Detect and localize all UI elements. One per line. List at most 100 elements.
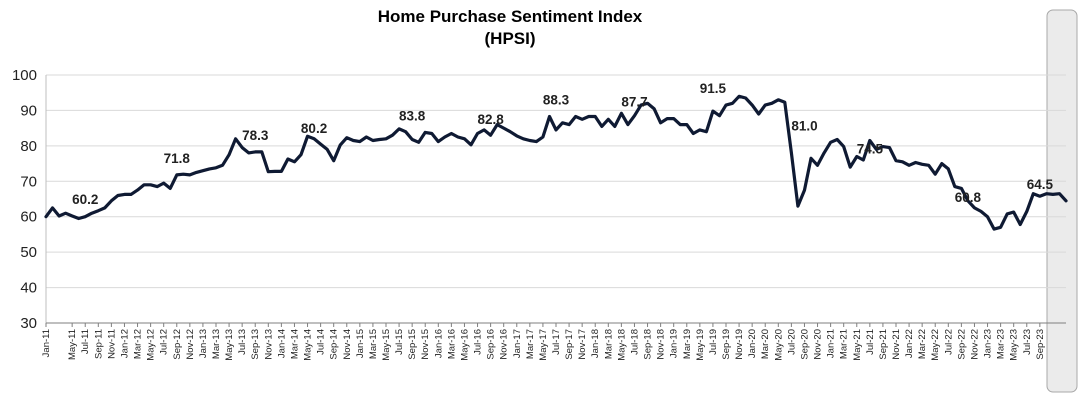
x-tick-label: Jan-19: [669, 329, 680, 358]
x-tick-label: Mar-16: [446, 329, 457, 359]
x-tick-label: Sep-11: [93, 329, 104, 359]
x-tick-label: Jul-23: [1022, 329, 1033, 355]
y-tick-label: 90: [20, 102, 37, 119]
x-tick-label: Nov-17: [577, 329, 588, 360]
y-tick-label: 70: [20, 173, 37, 190]
data-label: 74.5: [857, 141, 884, 156]
x-tick-label: May-14: [303, 329, 314, 361]
scroll-panel[interactable]: [1046, 9, 1078, 393]
x-tick-label: May-19: [695, 329, 706, 361]
gridlines: [46, 74, 1066, 324]
data-label: 78.3: [242, 128, 269, 143]
x-tick-label: Sep-12: [172, 329, 183, 360]
x-tick-label: Mar-17: [525, 329, 536, 359]
x-tick-label: Sep-15: [407, 329, 418, 360]
x-tick-label: Nov-16: [499, 329, 510, 360]
x-tick-label: Jul-19: [708, 329, 719, 355]
x-tick-label: Sep-21: [878, 329, 889, 360]
chart-subtitle: (HPSI): [485, 29, 536, 48]
y-tick-label: 80: [20, 138, 37, 155]
x-tick-label: May-16: [459, 329, 470, 361]
x-tick-label: May-22: [930, 329, 941, 361]
x-tick-label: Sep-19: [721, 329, 732, 360]
y-tick-label: 40: [20, 280, 37, 297]
x-tick-label: Sep-13: [250, 329, 261, 360]
x-tick-label: Mar-13: [211, 329, 222, 359]
x-tick-label: Nov-11: [106, 329, 117, 359]
x-tick-label: Nov-19: [734, 329, 745, 360]
x-tick-label: Jul-12: [159, 329, 170, 355]
x-tick-label: Mar-12: [133, 329, 144, 359]
data-label: 83.8: [399, 108, 426, 123]
x-tick-label: May-21: [852, 329, 863, 361]
x-tick-label: Jul-21: [865, 329, 876, 355]
x-tick-label: Mar-19: [682, 329, 693, 359]
x-tick-label: Mar-20: [760, 329, 771, 359]
data-label: 60.2: [72, 192, 98, 207]
x-tick-label: Jan-23: [983, 329, 994, 358]
data-label: 60.8: [955, 190, 982, 205]
x-tick-label: Nov-18: [656, 329, 667, 360]
x-tick-label: Mar-18: [603, 329, 614, 359]
x-tick-label: Jul-14: [316, 329, 327, 355]
x-tick-label: Nov-15: [420, 329, 431, 360]
series-group: [44, 94, 1068, 231]
x-tick-label: Jan-21: [826, 329, 837, 358]
x-tick-label: Mar-23: [996, 329, 1007, 359]
data-label: 81.0: [791, 118, 817, 133]
x-tick-label: Sep-17: [564, 329, 575, 360]
x-tick-label: Sep-18: [643, 329, 654, 360]
x-tick-label: Jan-18: [590, 329, 601, 358]
x-tick-label: May-23: [1009, 329, 1020, 361]
x-tick-label: Nov-20: [813, 329, 824, 360]
x-tick-label: Jul-13: [237, 329, 248, 355]
data-label: 71.8: [164, 151, 191, 166]
x-axis: Jan-11 May-11 Jul-11 Sep-11 Nov-11 Jan-12 Mar-…: [41, 322, 1066, 361]
hpsi-series-line: [44, 94, 1068, 231]
x-tick-label: Jan-16: [433, 329, 444, 358]
data-label: 64.5: [1027, 177, 1054, 192]
data-label: 91.5: [700, 81, 727, 96]
x-tick-label: Jul-16: [473, 329, 484, 355]
x-tick-label: Jul-18: [629, 329, 640, 355]
x-tick-label: Jan-12: [119, 329, 130, 358]
chart-title: Home Purchase Sentiment Index: [378, 7, 643, 26]
x-tick-label: Nov-22: [969, 329, 980, 360]
x-tick-label: Jul-22: [943, 329, 954, 355]
x-tick-label: Mar-22: [917, 329, 928, 359]
x-tick-label: Sep-20: [799, 329, 810, 360]
x-tick-label: Nov-14: [342, 329, 353, 360]
x-tick-label: Jul-17: [551, 329, 562, 355]
data-labels: 60.2 71.8 78.3 80.2 83.8 82.8 88.3 87.7 91.5 81.0…: [72, 81, 1053, 207]
x-tick-label: Sep-14: [329, 329, 340, 360]
x-tick-label: Nov-13: [263, 329, 274, 360]
y-tick-label: 50: [20, 244, 37, 261]
x-tick-label: May-15: [381, 329, 392, 361]
x-tick-label: Nov-21: [891, 329, 902, 360]
x-tick-label: Jan-11: [41, 329, 52, 357]
x-tick-label: Mar-15: [368, 329, 379, 359]
x-tick-label: May-17: [538, 329, 549, 361]
y-tick-label: 30: [20, 315, 37, 332]
x-tick-label: Jan-15: [355, 329, 366, 358]
x-tick-label: Jul-11: [80, 329, 91, 354]
x-tick-label: May-11: [67, 329, 78, 360]
x-tick-label: May-18: [616, 329, 627, 361]
data-label: 88.3: [543, 92, 570, 107]
x-tick-label: Sep-16: [486, 329, 497, 360]
data-label: 82.8: [477, 112, 504, 127]
y-tick-label: 60: [20, 209, 37, 226]
x-tick-label: Jul-20: [786, 329, 797, 355]
x-tick-label: May-13: [224, 329, 235, 361]
x-tick-label: Jan-13: [198, 329, 209, 358]
data-label: 80.2: [301, 121, 327, 136]
x-tick-label: Jan-14: [276, 329, 287, 358]
x-tick-label: Sep-23: [1035, 329, 1046, 360]
x-tick-label: Jul-15: [394, 329, 405, 355]
x-tick-label: Jan-17: [512, 329, 523, 358]
x-tick-label: Jan-20: [747, 329, 758, 358]
data-label: 87.7: [621, 95, 647, 110]
x-tick-label: Mar-14: [289, 329, 300, 359]
x-tick-label: Sep-22: [956, 329, 967, 360]
